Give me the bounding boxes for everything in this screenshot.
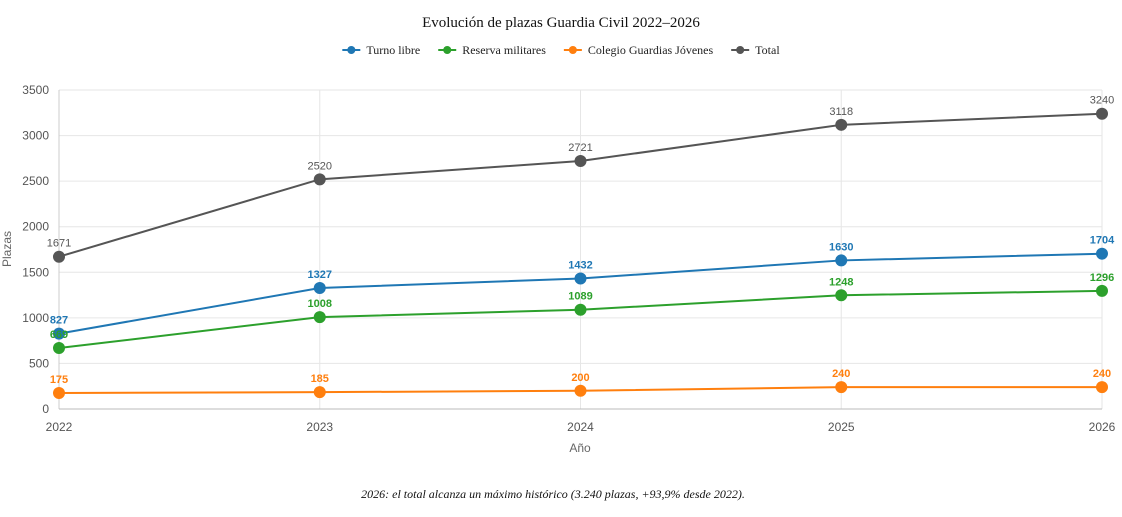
legend-label: Colegio Guardias Jóvenes — [588, 43, 714, 57]
x-tick-label: 2025 — [828, 420, 855, 434]
data-point-total[interactable] — [835, 118, 848, 131]
data-point-reserva-militares[interactable] — [53, 342, 65, 355]
data-label-colegio-guardias-jovenes: 240 — [1093, 368, 1111, 380]
y-tick-label: 500 — [29, 356, 49, 370]
grid — [58, 89, 1103, 410]
y-tick-label: 3000 — [22, 129, 49, 143]
data-label-colegio-guardias-jovenes: 175 — [50, 374, 68, 386]
legend-marker-icon — [443, 46, 452, 54]
data-point-reserva-militares[interactable] — [835, 289, 848, 302]
data-label-total: 2520 — [308, 160, 332, 172]
legend-label: Total — [755, 43, 780, 57]
data-point-total[interactable] — [1096, 107, 1108, 120]
legend-item[interactable]: Total — [731, 43, 780, 57]
data-label-reserva-militares: 669 — [50, 329, 68, 341]
legend-item[interactable]: Reserva militares — [438, 43, 546, 57]
data-label-reserva-militares: 1008 — [308, 298, 332, 310]
series-colegio-guardias-jovenes: 175 185 200 240 240 — [50, 368, 1111, 400]
data-point-colegio-guardias-jovenes[interactable] — [53, 387, 65, 400]
series-total: 1671 2520 2721 3118 3240 — [47, 95, 1114, 263]
data-point-reserva-militares[interactable] — [1096, 284, 1108, 297]
data-label-colegio-guardias-jovenes: 185 — [311, 373, 329, 385]
data-point-colegio-guardias-jovenes[interactable] — [313, 386, 326, 399]
legend-item[interactable]: Colegio Guardias Jóvenes — [563, 43, 714, 57]
chart-title: Evolución de plazas Guardia Civil 2022–2… — [422, 15, 700, 31]
data-point-total[interactable] — [53, 250, 65, 263]
data-point-reserva-militares[interactable] — [574, 303, 587, 316]
data-label-total: 2721 — [568, 142, 592, 154]
data-label-turno-libre: 1704 — [1090, 235, 1115, 247]
legend-marker-icon — [736, 46, 745, 54]
data-point-colegio-guardias-jovenes[interactable] — [1096, 381, 1108, 394]
x-tick-label: 2022 — [46, 420, 73, 434]
x-tick-label: 2023 — [306, 420, 333, 434]
data-point-turno-libre[interactable] — [574, 272, 587, 285]
legend-label: Turno libre — [366, 43, 420, 57]
y-tick-label: 2500 — [22, 174, 49, 188]
y-tick-label: 0 — [42, 402, 49, 416]
data-point-turno-libre[interactable] — [313, 282, 326, 295]
data-label-total: 3240 — [1090, 95, 1114, 107]
data-label-turno-libre: 1327 — [308, 269, 332, 281]
data-label-reserva-militares: 1248 — [829, 276, 853, 288]
y-tick-label: 1000 — [22, 311, 49, 325]
y-axis-title: Plazas — [0, 231, 14, 267]
series-turno-libre: 827 1327 1432 1630 1704 — [50, 235, 1115, 340]
footnote: 2026: el total alcanza un máximo históri… — [361, 487, 745, 501]
data-label-turno-libre: 1630 — [829, 241, 853, 253]
y-tick-label: 1500 — [22, 265, 49, 279]
x-tick-label: 2026 — [1089, 420, 1116, 434]
y-tick-label: 2000 — [22, 220, 49, 234]
data-label-turno-libre: 827 — [50, 315, 68, 327]
data-point-colegio-guardias-jovenes[interactable] — [574, 384, 587, 397]
data-point-turno-libre[interactable] — [53, 327, 65, 340]
y-tick-label: 3500 — [22, 83, 49, 97]
data-point-colegio-guardias-jovenes[interactable] — [835, 381, 848, 394]
legend-label: Reserva militares — [462, 43, 546, 57]
data-point-total[interactable] — [574, 155, 587, 168]
data-label-total: 3118 — [829, 106, 853, 118]
data-point-turno-libre[interactable] — [1096, 247, 1108, 260]
legend-marker-icon — [568, 46, 577, 54]
data-label-turno-libre: 1432 — [568, 259, 592, 271]
data-label-reserva-militares: 1089 — [568, 291, 592, 303]
data-label-reserva-militares: 1296 — [1090, 272, 1114, 284]
data-point-turno-libre[interactable] — [835, 254, 848, 267]
legend-marker-icon — [347, 46, 356, 54]
data-label-colegio-guardias-jovenes: 240 — [832, 368, 850, 380]
data-point-reserva-militares[interactable] — [313, 311, 326, 324]
x-axis-title: Año — [569, 441, 591, 455]
legend: Turno libre Reserva militares Colegio Guar… — [342, 43, 780, 57]
axes: 0 500 1000 1500 2000 2500 3000 3500 2022 2023 2024… — [22, 83, 1115, 434]
series-reserva-militares: 669 1008 1089 1248 1296 — [50, 272, 1114, 355]
legend-item[interactable]: Turno libre — [342, 43, 420, 57]
data-point-total[interactable] — [313, 173, 326, 186]
x-tick-label: 2024 — [567, 420, 594, 434]
data-label-total: 1671 — [47, 238, 71, 250]
series-layer: 827 1327 1432 1630 1704 669 1008 1089 1248 1296 17… — [47, 95, 1115, 400]
data-label-colegio-guardias-jovenes: 200 — [571, 372, 589, 384]
